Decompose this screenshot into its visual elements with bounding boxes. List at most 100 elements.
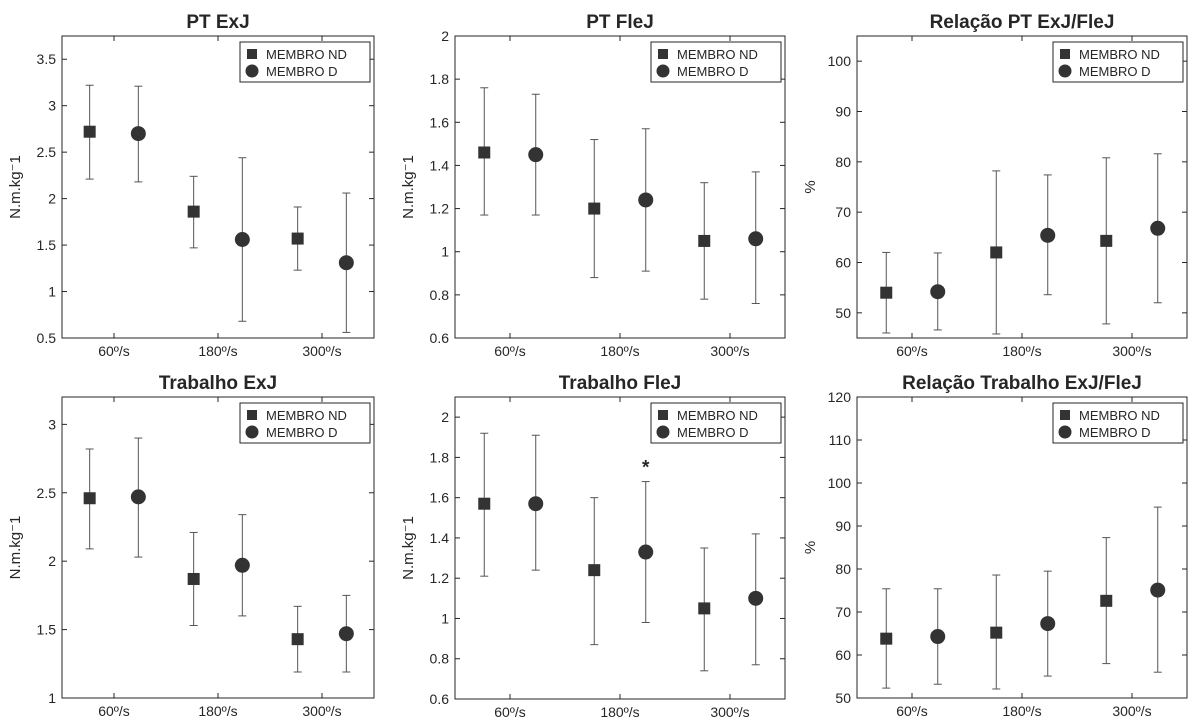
subplot-3: Relação PT ExJ/FleJ 50 60 70 80 90 100 60º/s 180…	[802, 12, 1188, 359]
chart-title: Relação PT ExJ/FleJ	[930, 12, 1115, 33]
legend: MEMBRO ND MEMBRO D	[650, 41, 782, 83]
legend-marker-square	[247, 49, 257, 59]
y-tick-label: 100	[828, 475, 852, 491]
data-point-circle	[748, 590, 764, 606]
x-tick-label: 60º/s	[494, 343, 526, 359]
legend: MEMBRO ND MEMBRO D	[239, 41, 371, 83]
y-axis-label: N.m.kg⁻1	[400, 516, 417, 580]
y-tick-label: 1.8	[430, 71, 450, 87]
legend-entry-label: MEMBRO D	[266, 425, 338, 440]
x-tick-label: 180º/s	[1002, 343, 1041, 359]
y-tick-label: 50	[835, 690, 851, 706]
y-tick-label: 90	[835, 104, 851, 120]
y-tick-label: 1.5	[37, 622, 57, 638]
y-tick-label: 1.4	[430, 157, 450, 173]
y-tick-label: 2	[48, 191, 56, 207]
data-point-square	[83, 492, 96, 505]
data-point-square	[291, 633, 304, 646]
legend-box	[650, 402, 782, 444]
legend-entry-label: MEMBRO ND	[266, 408, 347, 423]
data-point-circle	[234, 557, 250, 573]
x-tick-label: 300º/s	[710, 704, 749, 719]
data-point-circle	[638, 192, 654, 208]
data-point-circle	[1150, 582, 1166, 598]
y-tick-label: 110	[829, 432, 852, 448]
y-tick-label: 0.6	[430, 691, 450, 707]
chart-title: PT ExJ	[186, 12, 249, 33]
data-point-square	[83, 125, 96, 138]
y-tick-label: 2	[441, 409, 449, 425]
legend-marker-square	[1060, 410, 1070, 420]
data-point-circle	[130, 489, 146, 505]
x-tick-label: 180º/s	[198, 343, 237, 359]
legend-entry-label: MEMBRO D	[1079, 64, 1151, 79]
y-tick-label: 1.4	[430, 530, 450, 546]
legend-marker-circle	[656, 425, 670, 439]
y-axis-label: N.m.kg⁻1	[400, 155, 417, 219]
legend-marker-circle	[656, 64, 670, 78]
data-point-circle	[528, 147, 544, 163]
data-point-circle	[1150, 220, 1166, 236]
y-axis-label: N.m.kg⁻1	[7, 516, 24, 580]
significance-annotation: *	[642, 458, 650, 479]
data-point-circle	[234, 232, 250, 248]
x-tick-label: 60º/s	[494, 704, 526, 719]
data-point-square	[1100, 234, 1113, 247]
data-point-square	[187, 572, 200, 585]
legend-entry-label: MEMBRO ND	[1079, 47, 1160, 62]
legend-entry-label: MEMBRO D	[266, 64, 338, 79]
legend-entry-label: MEMBRO ND	[677, 408, 758, 423]
legend-entry-label: MEMBRO ND	[1079, 408, 1160, 423]
y-tick-label: 70	[835, 604, 851, 620]
data-point-square	[187, 205, 200, 218]
legend-marker-circle	[245, 425, 259, 439]
y-tick-label: 0.5	[37, 330, 57, 346]
legend-entry-label: MEMBRO D	[1079, 425, 1151, 440]
data-point-circle	[1040, 616, 1056, 632]
data-point-square	[880, 286, 893, 299]
x-tick-label: 180º/s	[600, 704, 639, 719]
data-point-square	[1100, 594, 1113, 607]
chart-title: PT FleJ	[586, 12, 654, 33]
legend-entry-label: MEMBRO D	[677, 64, 749, 79]
y-tick-label: 1.6	[430, 114, 450, 130]
data-point-circle	[930, 629, 946, 645]
y-tick-label: 80	[835, 154, 851, 170]
data-point-circle	[748, 231, 764, 247]
x-tick-label: 60º/s	[98, 343, 130, 359]
legend-box	[239, 402, 371, 444]
y-axis-label: %	[802, 541, 819, 554]
legend-marker-circle	[245, 64, 259, 78]
legend-marker-square	[247, 410, 257, 420]
data-point-square	[698, 602, 711, 615]
legend-marker-circle	[1058, 64, 1072, 78]
x-tick-label: 60º/s	[896, 343, 928, 359]
y-axis-label: N.m.kg⁻1	[7, 155, 24, 219]
data-point-circle	[338, 255, 354, 271]
y-tick-label: 1	[441, 610, 449, 626]
x-tick-label: 180º/s	[198, 703, 237, 719]
legend: MEMBRO ND MEMBRO D	[1052, 41, 1184, 83]
legend-box	[1052, 402, 1184, 444]
subplot-6: Relação Trabalho ExJ/FleJ 50 60 70 80 90 100 11…	[802, 373, 1188, 719]
subplot-2: PT FleJ 0.6 0.8 1 1.2 1.4 1.6 1.8 2 60º/s 180º/s 30…	[400, 12, 786, 359]
y-tick-label: 70	[835, 204, 851, 220]
y-tick-label: 60	[835, 255, 851, 271]
legend: MEMBRO ND MEMBRO D	[1052, 402, 1184, 444]
y-tick-label: 120	[828, 389, 852, 405]
data-point-circle	[338, 626, 354, 642]
legend-box	[650, 41, 782, 83]
legend-entry-label: MEMBRO D	[677, 425, 749, 440]
y-tick-label: 1.5	[37, 237, 57, 253]
y-tick-label: 2.5	[37, 144, 57, 160]
legend: MEMBRO ND MEMBRO D	[650, 402, 782, 444]
legend-box	[239, 41, 371, 83]
y-tick-label: 1.6	[430, 490, 450, 506]
y-tick-label: 0.6	[430, 330, 450, 346]
data-point-square	[698, 234, 711, 247]
y-tick-label: 80	[835, 561, 851, 577]
y-tick-label: 1	[48, 690, 56, 706]
data-point-square	[990, 246, 1003, 259]
data-point-circle	[528, 496, 544, 512]
